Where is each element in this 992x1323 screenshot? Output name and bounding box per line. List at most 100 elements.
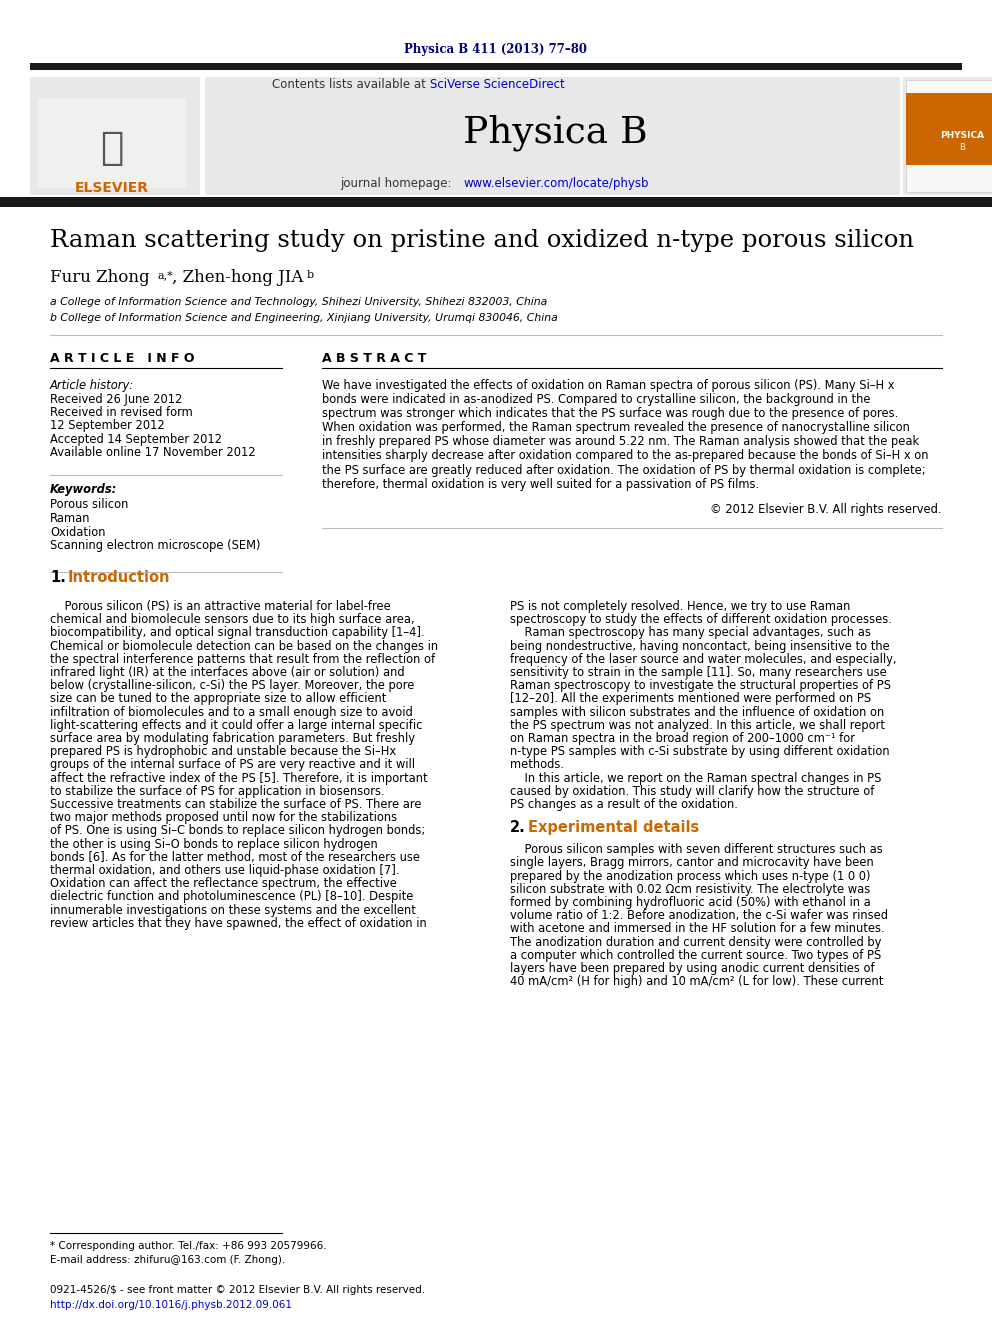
Text: Oxidation: Oxidation (50, 525, 105, 538)
Text: Porous silicon (PS) is an attractive material for label-free: Porous silicon (PS) is an attractive mat… (50, 601, 391, 613)
Text: Experimental details: Experimental details (528, 820, 699, 835)
Text: prepared PS is hydrophobic and unstable because the Si–Hx: prepared PS is hydrophobic and unstable … (50, 745, 396, 758)
Text: with acetone and immersed in the HF solution for a few minutes.: with acetone and immersed in the HF solu… (510, 922, 885, 935)
Text: Article history:: Article history: (50, 378, 134, 392)
Text: surface area by modulating fabrication parameters. But freshly: surface area by modulating fabrication p… (50, 732, 415, 745)
Text: the PS spectrum was not analyzed. In this article, we shall report: the PS spectrum was not analyzed. In thi… (510, 718, 885, 732)
Text: PHYSICA: PHYSICA (940, 131, 984, 139)
Text: PS is not completely resolved. Hence, we try to use Raman: PS is not completely resolved. Hence, we… (510, 601, 850, 613)
Text: SciVerse ScienceDirect: SciVerse ScienceDirect (430, 78, 564, 91)
Text: frequency of the laser source and water molecules, and especially,: frequency of the laser source and water … (510, 652, 897, 665)
Text: caused by oxidation. This study will clarify how the structure of: caused by oxidation. This study will cla… (510, 785, 874, 798)
Text: samples with silicon substrates and the influence of oxidation on: samples with silicon substrates and the … (510, 705, 884, 718)
Text: infiltration of biomolecules and to a small enough size to avoid: infiltration of biomolecules and to a sm… (50, 705, 413, 718)
Text: to stabilize the surface of PS for application in biosensors.: to stabilize the surface of PS for appli… (50, 785, 385, 798)
Text: Raman: Raman (50, 512, 90, 525)
Text: b: b (307, 270, 314, 280)
Text: A R T I C L E   I N F O: A R T I C L E I N F O (50, 352, 194, 365)
Text: 12 September 2012: 12 September 2012 (50, 419, 165, 433)
Text: formed by combining hydrofluoric acid (50%) with ethanol in a: formed by combining hydrofluoric acid (5… (510, 896, 871, 909)
Text: single layers, Bragg mirrors, cantor and microcavity have been: single layers, Bragg mirrors, cantor and… (510, 856, 874, 869)
Text: The anodization duration and current density were controlled by: The anodization duration and current den… (510, 935, 881, 949)
Text: 2.: 2. (510, 820, 526, 835)
Bar (906, 93, 992, 165)
Text: Contents lists available at: Contents lists available at (273, 78, 430, 91)
Text: chemical and biomolecule sensors due to its high surface area,: chemical and biomolecule sensors due to … (50, 613, 415, 626)
Text: Oxidation can affect the reflectance spectrum, the effective: Oxidation can affect the reflectance spe… (50, 877, 397, 890)
Text: E-mail address: zhifuru@163.com (F. Zhong).: E-mail address: zhifuru@163.com (F. Zhon… (50, 1256, 286, 1265)
Text: http://dx.doi.org/10.1016/j.physb.2012.09.061: http://dx.doi.org/10.1016/j.physb.2012.0… (50, 1301, 292, 1310)
Bar (38, 98, 186, 188)
Text: of PS. One is using Si–C bonds to replace silicon hydrogen bonds;: of PS. One is using Si–C bonds to replac… (50, 824, 426, 837)
Text: ELSEVIER: ELSEVIER (75, 181, 149, 194)
Text: Received in revised form: Received in revised form (50, 406, 192, 419)
Text: two major methods proposed until now for the stabilizations: two major methods proposed until now for… (50, 811, 397, 824)
Text: thermal oxidation, and others use liquid-phase oxidation [7].: thermal oxidation, and others use liquid… (50, 864, 400, 877)
Text: We have investigated the effects of oxidation on Raman spectra of porous silicon: We have investigated the effects of oxid… (322, 378, 895, 392)
Bar (30, 77, 200, 194)
Text: below (crystalline-silicon, c-Si) the PS layer. Moreover, the pore: below (crystalline-silicon, c-Si) the PS… (50, 679, 415, 692)
Text: the spectral interference patterns that result from the reflection of: the spectral interference patterns that … (50, 652, 435, 665)
Text: layers have been prepared by using anodic current densities of: layers have been prepared by using anodi… (510, 962, 875, 975)
Text: on Raman spectra in the broad region of 200–1000 cm⁻¹ for: on Raman spectra in the broad region of … (510, 732, 855, 745)
Bar (906, 79, 992, 192)
Text: Physica B: Physica B (462, 115, 648, 151)
Text: * Corresponding author. Tel./fax: +86 993 20579966.: * Corresponding author. Tel./fax: +86 99… (50, 1241, 326, 1252)
Text: bonds [6]. As for the latter method, most of the researchers use: bonds [6]. As for the latter method, mos… (50, 851, 420, 864)
Text: Accepted 14 September 2012: Accepted 14 September 2012 (50, 433, 222, 446)
Text: Scanning electron microscope (SEM): Scanning electron microscope (SEM) (50, 538, 261, 552)
Text: journal homepage:: journal homepage: (340, 176, 455, 189)
Text: spectrum was stronger which indicates that the PS surface was rough due to the p: spectrum was stronger which indicates th… (322, 407, 898, 419)
Text: bonds were indicated in as-anodized PS. Compared to crystalline silicon, the bac: bonds were indicated in as-anodized PS. … (322, 393, 871, 406)
Text: Chemical or biomolecule detection can be based on the changes in: Chemical or biomolecule detection can be… (50, 639, 438, 652)
Text: In this article, we report on the Raman spectral changes in PS: In this article, we report on the Raman … (510, 771, 881, 785)
Text: Furu Zhong: Furu Zhong (50, 270, 150, 287)
Text: Introduction: Introduction (68, 570, 171, 586)
Text: biocompatibility, and optical signal transduction capability [1–4].: biocompatibility, and optical signal tra… (50, 626, 425, 639)
Text: 1.: 1. (50, 570, 65, 586)
Text: volume ratio of 1:2. Before anodization, the c-Si wafer was rinsed: volume ratio of 1:2. Before anodization,… (510, 909, 888, 922)
Text: a computer which controlled the current source. Two types of PS: a computer which controlled the current … (510, 949, 881, 962)
Text: affect the refractive index of the PS [5]. Therefore, it is important: affect the refractive index of the PS [5… (50, 771, 428, 785)
Text: Raman scattering study on pristine and oxidized n-type porous silicon: Raman scattering study on pristine and o… (50, 229, 914, 251)
Text: , Zhen-hong JIA: , Zhen-hong JIA (172, 270, 304, 287)
Bar (30, 64, 962, 70)
Text: 0921-4526/$ - see front matter © 2012 Elsevier B.V. All rights reserved.: 0921-4526/$ - see front matter © 2012 El… (50, 1285, 426, 1295)
Text: being nondestructive, having noncontact, being insensitive to the: being nondestructive, having noncontact,… (510, 639, 890, 652)
Text: www.elsevier.com/locate/physb: www.elsevier.com/locate/physb (464, 176, 650, 189)
Text: in freshly prepared PS whose diameter was around 5.22 nm. The Raman analysis sho: in freshly prepared PS whose diameter wa… (322, 435, 920, 448)
Text: Raman spectroscopy to investigate the structural properties of PS: Raman spectroscopy to investigate the st… (510, 679, 891, 692)
Bar (0, 197, 992, 206)
Text: a College of Information Science and Technology, Shihezi University, Shihezi 832: a College of Information Science and Tec… (50, 296, 548, 307)
Text: When oxidation was performed, the Raman spectrum revealed the presence of nanocr: When oxidation was performed, the Raman … (322, 421, 910, 434)
Text: PS changes as a result of the oxidation.: PS changes as a result of the oxidation. (510, 798, 738, 811)
Text: silicon substrate with 0.02 Ωcm resistivity. The electrolyte was: silicon substrate with 0.02 Ωcm resistiv… (510, 882, 870, 896)
Text: © 2012 Elsevier B.V. All rights reserved.: © 2012 Elsevier B.V. All rights reserved… (710, 504, 942, 516)
Text: Porous silicon: Porous silicon (50, 499, 128, 512)
Bar (205, 77, 900, 194)
Text: prepared by the anodization process which uses n-type (1 0 0): prepared by the anodization process whic… (510, 869, 871, 882)
Text: size can be tuned to the appropriate size to allow efficient: size can be tuned to the appropriate siz… (50, 692, 386, 705)
Text: 🌲: 🌲 (100, 130, 124, 167)
Text: the PS surface are greatly reduced after oxidation. The oxidation of PS by therm: the PS surface are greatly reduced after… (322, 463, 926, 476)
Text: the other is using Si–O bonds to replace silicon hydrogen: the other is using Si–O bonds to replace… (50, 837, 378, 851)
Text: n-type PS samples with c-Si substrate by using different oxidation: n-type PS samples with c-Si substrate by… (510, 745, 890, 758)
Text: Successive treatments can stabilize the surface of PS. There are: Successive treatments can stabilize the … (50, 798, 422, 811)
Bar (903, 77, 992, 194)
Text: groups of the internal surface of PS are very reactive and it will: groups of the internal surface of PS are… (50, 758, 415, 771)
Text: Received 26 June 2012: Received 26 June 2012 (50, 393, 183, 406)
Text: therefore, thermal oxidation is very well suited for a passivation of PS films.: therefore, thermal oxidation is very wel… (322, 478, 759, 491)
Text: infrared light (IR) at the interfaces above (air or solution) and: infrared light (IR) at the interfaces ab… (50, 665, 405, 679)
Text: sensitivity to strain in the sample [11]. So, many researchers use: sensitivity to strain in the sample [11]… (510, 665, 887, 679)
Text: Available online 17 November 2012: Available online 17 November 2012 (50, 446, 256, 459)
Text: B: B (959, 143, 965, 152)
Text: b College of Information Science and Engineering, Xinjiang University, Urumqi 83: b College of Information Science and Eng… (50, 314, 558, 323)
Text: innumerable investigations on these systems and the excellent: innumerable investigations on these syst… (50, 904, 416, 917)
Text: Porous silicon samples with seven different structures such as: Porous silicon samples with seven differ… (510, 843, 883, 856)
Text: review articles that they have spawned, the effect of oxidation in: review articles that they have spawned, … (50, 917, 427, 930)
Text: [12–20]. All the experiments mentioned were performed on PS: [12–20]. All the experiments mentioned w… (510, 692, 871, 705)
Text: Physica B 411 (2013) 77–80: Physica B 411 (2013) 77–80 (405, 44, 587, 57)
Text: spectroscopy to study the effects of different oxidation processes.: spectroscopy to study the effects of dif… (510, 613, 892, 626)
Text: methods.: methods. (510, 758, 564, 771)
Text: a,*: a,* (158, 270, 174, 280)
